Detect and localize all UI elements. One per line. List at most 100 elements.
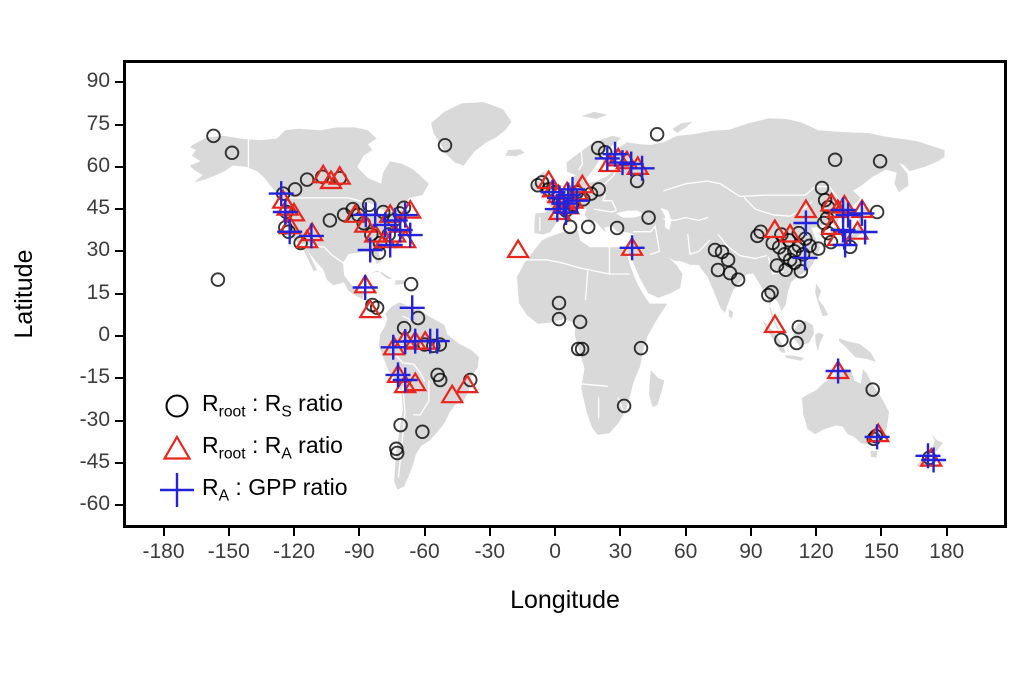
y-tick-label: -45 bbox=[79, 449, 110, 473]
data-point-plus bbox=[835, 202, 861, 228]
x-tick-mark bbox=[684, 528, 687, 536]
y-tick-label: 45 bbox=[86, 196, 110, 220]
data-point-plus bbox=[352, 275, 378, 300]
landmass bbox=[672, 121, 693, 133]
x-tick-label: 90 bbox=[739, 540, 763, 563]
data-point-circle bbox=[774, 332, 789, 348]
x-tick-mark bbox=[293, 528, 296, 536]
country-border bbox=[397, 386, 406, 478]
x-tick-label: -120 bbox=[273, 540, 316, 563]
legend-label-text: ratio bbox=[291, 432, 343, 459]
data-point-circle bbox=[299, 172, 315, 187]
landmass bbox=[870, 451, 878, 458]
data-point-triangle bbox=[358, 298, 383, 319]
data-point-plus bbox=[564, 188, 590, 214]
country-border bbox=[395, 355, 426, 382]
data-point-circle bbox=[795, 247, 811, 262]
data-point-plus bbox=[392, 202, 418, 228]
y-tick-label: 60 bbox=[86, 153, 110, 177]
x-tick-label: -150 bbox=[207, 540, 250, 563]
world-map-panel bbox=[189, 102, 947, 490]
data-point-circle bbox=[322, 213, 338, 228]
legend-label-subscript: A bbox=[218, 487, 230, 505]
data-point-triangle bbox=[778, 222, 803, 243]
landmass bbox=[371, 270, 393, 280]
data-point-triangle bbox=[353, 213, 378, 233]
data-point-circle bbox=[609, 220, 625, 236]
country-border bbox=[608, 245, 630, 275]
data-point-plus bbox=[387, 217, 413, 243]
data-point-circle bbox=[616, 398, 632, 414]
country-border bbox=[663, 180, 850, 202]
x-tick-mark bbox=[815, 528, 818, 536]
data-point-circle bbox=[580, 219, 596, 235]
data-point-plus bbox=[298, 223, 324, 249]
x-tick-mark bbox=[554, 528, 557, 536]
data-point-circle bbox=[793, 263, 809, 279]
data-point-plus bbox=[372, 212, 398, 238]
y-tick-mark bbox=[115, 504, 123, 507]
data-point-triangle bbox=[455, 373, 480, 394]
x-tick-mark bbox=[227, 528, 230, 536]
data-point-circle bbox=[574, 341, 590, 357]
data-point-circle bbox=[827, 152, 843, 168]
landmass bbox=[793, 320, 814, 346]
data-point-plus bbox=[392, 367, 418, 393]
data-point-circle bbox=[551, 295, 567, 311]
data-point-circle bbox=[823, 234, 839, 250]
landmass bbox=[395, 280, 405, 285]
country-border bbox=[526, 259, 611, 275]
legend-label-text: : GPP ratio bbox=[229, 474, 348, 501]
y-tick-label: 30 bbox=[86, 238, 110, 262]
data-point-plus bbox=[357, 237, 383, 263]
country-border bbox=[743, 197, 813, 217]
data-point-plus bbox=[864, 424, 890, 450]
data-point-triangle bbox=[763, 313, 787, 334]
legend-item-rroot-rs: Rroot : RS ratio bbox=[152, 386, 348, 426]
data-point-circle bbox=[769, 258, 785, 273]
landmass bbox=[581, 111, 608, 119]
x-tick-mark bbox=[880, 528, 883, 536]
legend: Rroot : RS ratio Rroot : RA ratio RA : G… bbox=[152, 386, 348, 510]
y-tick-mark bbox=[115, 208, 123, 211]
y-tick-label: -60 bbox=[79, 492, 110, 516]
country-border bbox=[617, 397, 624, 410]
data-point-triangle bbox=[762, 218, 787, 239]
country-border bbox=[593, 208, 617, 213]
data-point-circle bbox=[764, 285, 779, 300]
y-tick-label: 90 bbox=[86, 69, 110, 93]
data-point-triangle bbox=[506, 238, 531, 259]
y-tick-mark bbox=[115, 335, 123, 337]
data-point-plus bbox=[825, 358, 851, 384]
data-point-circle bbox=[707, 242, 723, 258]
y-tick-mark bbox=[115, 419, 123, 422]
landmass bbox=[815, 332, 824, 352]
data-point-circle bbox=[389, 445, 405, 461]
x-tick-mark bbox=[423, 528, 426, 536]
y-tick-label: 15 bbox=[86, 280, 110, 304]
data-point-plus bbox=[629, 155, 655, 181]
data-point-triangle bbox=[327, 165, 352, 185]
data-point-circle bbox=[572, 314, 588, 330]
legend-label-text: R bbox=[202, 432, 219, 459]
data-point-circle bbox=[415, 424, 430, 440]
legend-label: Rroot : RA ratio bbox=[202, 432, 343, 464]
legend-label: RA : GPP ratio bbox=[202, 474, 348, 506]
x-tick-mark bbox=[358, 528, 361, 536]
y-tick-mark bbox=[115, 461, 123, 464]
landmass bbox=[784, 355, 805, 361]
data-point-circle bbox=[730, 272, 746, 287]
series-plus bbox=[268, 141, 947, 473]
data-point-triangle bbox=[403, 371, 428, 392]
data-point-circle bbox=[426, 338, 441, 354]
legend-label-text: ratio bbox=[291, 390, 343, 417]
x-tick-label: 60 bbox=[673, 540, 698, 563]
x-tick-label: 30 bbox=[608, 540, 633, 563]
legend-label-subscript: root bbox=[218, 403, 246, 421]
data-point-triangle bbox=[570, 173, 595, 194]
country-border bbox=[584, 270, 589, 301]
x-tick-label: 120 bbox=[798, 540, 834, 563]
x-tick-mark bbox=[945, 528, 948, 536]
landmass bbox=[762, 320, 786, 353]
legend-label-text: R bbox=[264, 390, 282, 417]
